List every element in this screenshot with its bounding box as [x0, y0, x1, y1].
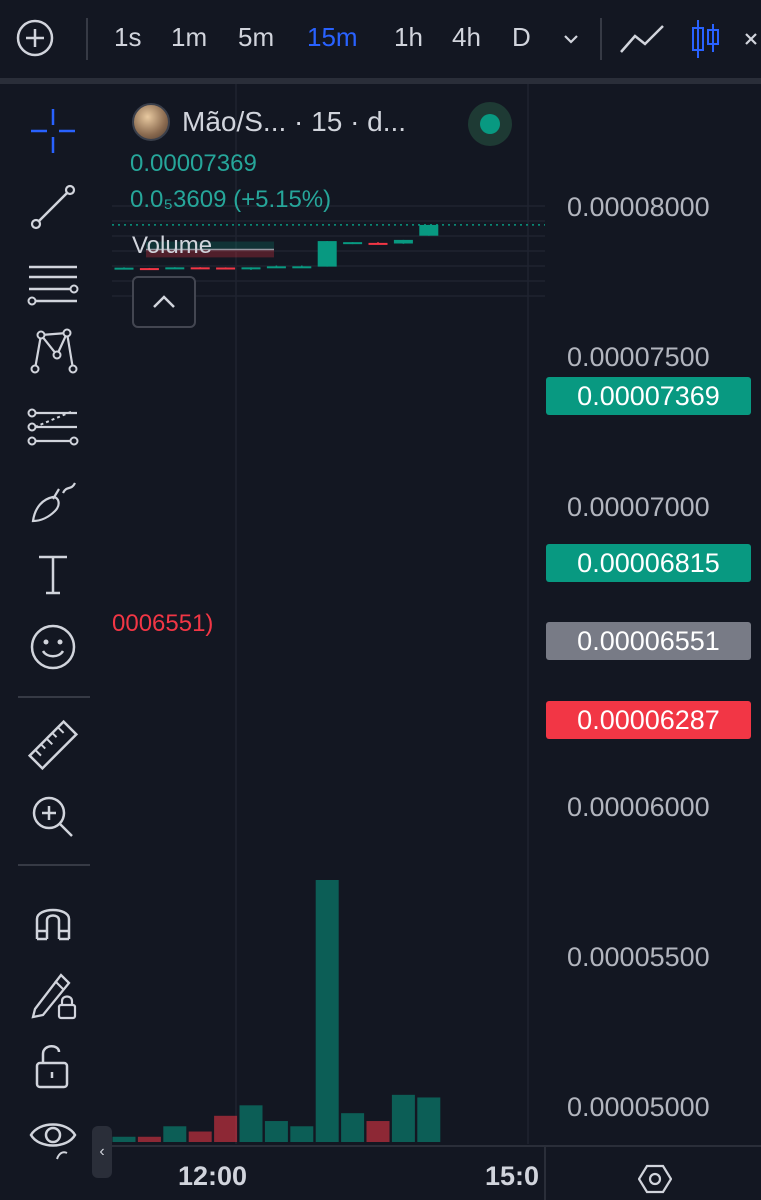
timeframe-15m[interactable]: 15m	[307, 22, 358, 52]
candle-body	[165, 267, 185, 270]
volume-bar	[290, 1126, 314, 1142]
timeframe-1m[interactable]: 1m	[171, 22, 208, 52]
symbol-title: Mão/S... · 15 · d...	[182, 106, 407, 137]
volume-bar	[137, 1136, 161, 1142]
target-price-tag: 0.00006815	[546, 544, 751, 582]
candle-body	[190, 267, 210, 270]
stop-price-tag: 0.00006287	[546, 701, 751, 739]
position-profit-zone	[146, 241, 274, 250]
candle-body	[139, 268, 159, 271]
unlock-icon[interactable]	[22, 1034, 84, 1096]
time-axis-label: 15:0	[485, 1161, 540, 1191]
timeframe-4h[interactable]: 4h	[452, 22, 481, 52]
text-icon[interactable]	[22, 544, 84, 606]
volume-bar	[366, 1121, 390, 1142]
pattern-icon[interactable]	[22, 320, 84, 382]
magnet-icon[interactable]	[22, 890, 84, 952]
entry-price-tag: 0.00006551	[546, 622, 751, 660]
candle-body	[114, 267, 134, 270]
toolbar-divider	[600, 18, 602, 60]
sidebar-collapse-button[interactable]: ‹	[92, 1126, 112, 1178]
trend-line-icon[interactable]	[22, 176, 84, 238]
volume-bar	[391, 1094, 415, 1142]
sidebar-divider	[18, 864, 90, 866]
toolbar-divider-strip	[0, 78, 761, 84]
last-price-tag: 0.00007369	[546, 377, 751, 415]
order-label: 0006551)	[112, 610, 214, 637]
circle-plus-icon[interactable]	[16, 19, 54, 57]
line-chart-icon[interactable]	[619, 22, 667, 56]
sidebar-divider	[18, 696, 90, 698]
live-status-icon	[480, 114, 500, 134]
more-icon[interactable]	[740, 28, 761, 50]
candle-body	[241, 267, 261, 270]
candle-body	[368, 242, 388, 245]
candle-body	[419, 224, 439, 236]
chevron-down-icon[interactable]	[560, 28, 582, 50]
chart-pane[interactable]: Mão/S... · 15 · d... 0.00007369 0.0₅3609…	[112, 84, 761, 1200]
legend-change: 0.0₅3609 (+5.15%)	[130, 186, 332, 213]
volume-bar	[417, 1097, 441, 1142]
candle-body	[266, 266, 286, 269]
horizontal-lines-icon[interactable]	[22, 252, 84, 314]
candle-body	[393, 239, 413, 244]
market-status-badge[interactable]	[468, 102, 512, 146]
volume-bar	[188, 1131, 212, 1142]
price-axis-tick: 0.00007000	[567, 492, 710, 522]
price-axis-tick: 0.00005500	[567, 942, 710, 972]
emoji-icon[interactable]	[22, 616, 84, 678]
timeframe-5m[interactable]: 5m	[238, 22, 275, 52]
fib-icon[interactable]	[22, 396, 84, 458]
candle-body	[317, 241, 337, 267]
chevron-up-icon	[153, 295, 175, 308]
price-axis-tick: 0.00006000	[567, 792, 710, 822]
timeframe-d[interactable]: D	[512, 22, 531, 52]
time-axis-label: 12:00	[178, 1161, 248, 1191]
crosshair-icon[interactable]	[22, 100, 84, 162]
token-avatar	[132, 103, 170, 141]
candles-icon[interactable]	[690, 18, 720, 60]
volume-bar	[214, 1115, 238, 1142]
top-toolbar: 1s 1m 5m 15m 1h 4h D	[0, 0, 761, 78]
candle-body	[216, 267, 236, 270]
toolbar-divider	[86, 18, 88, 60]
price-axis-tick: 0.00005000	[567, 1092, 710, 1122]
price-axis-tick: 0.00007500	[567, 342, 710, 372]
collapse-legend-button[interactable]	[132, 276, 196, 328]
timeframe-1s[interactable]: 1s	[114, 22, 142, 52]
volume-bar	[264, 1121, 288, 1142]
legend-price: 0.00007369	[130, 150, 257, 177]
volume-bar	[163, 1126, 187, 1142]
volume-bar	[341, 1113, 365, 1142]
candle-body	[292, 266, 312, 269]
volume-bar	[239, 1105, 263, 1142]
ruler-icon[interactable]	[22, 714, 84, 776]
candle-body	[343, 242, 363, 245]
lock-drawing-icon[interactable]	[22, 964, 84, 1026]
settings-icon[interactable]	[638, 1162, 672, 1196]
position-loss-zone	[146, 249, 274, 258]
symbol-legend[interactable]: Mão/S... · 15 · d...	[132, 102, 406, 142]
price-axis-tick: 0.00008000	[567, 192, 710, 222]
drawing-toolbar	[0, 84, 106, 1200]
volume-bar	[112, 1136, 136, 1142]
brush-icon[interactable]	[22, 472, 84, 534]
timeframe-1h[interactable]: 1h	[394, 22, 423, 52]
volume-bar	[315, 880, 339, 1142]
zoom-in-icon[interactable]	[22, 786, 84, 848]
volume-label: Volume	[132, 232, 213, 259]
eye-icon[interactable]	[22, 1106, 84, 1168]
